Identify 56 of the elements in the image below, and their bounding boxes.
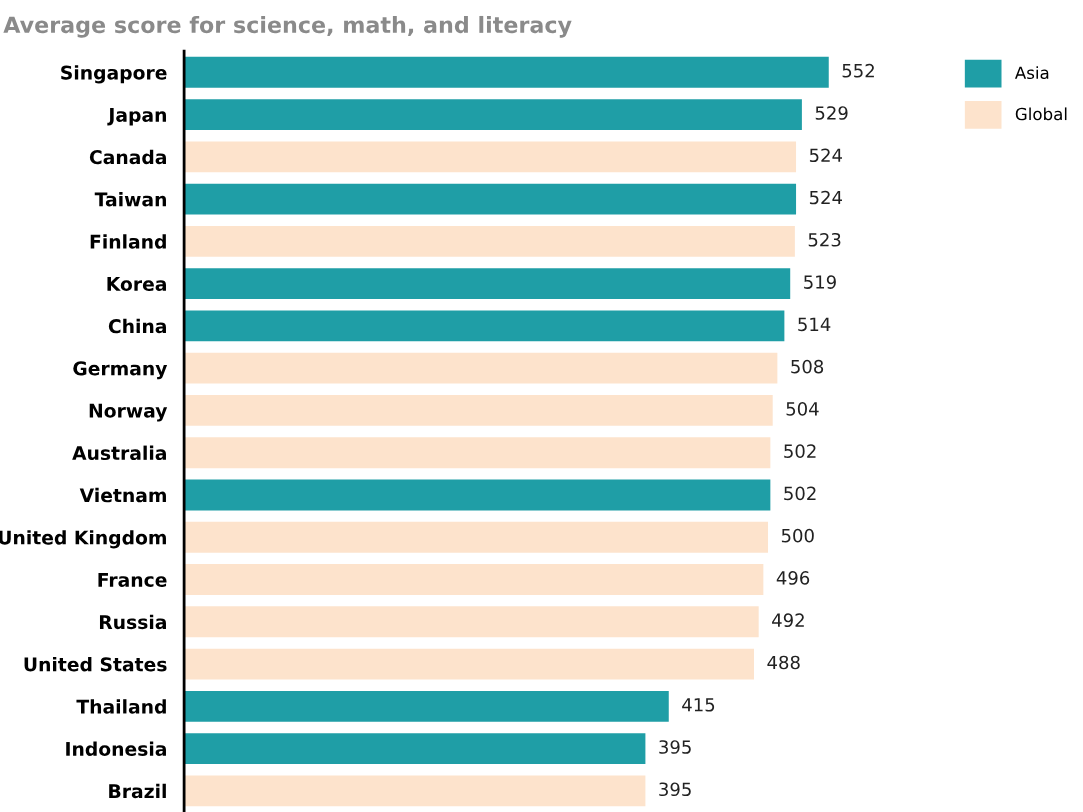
y-tick-label: Russia [99, 614, 166, 630]
data-label: 395 [659, 740, 691, 754]
data-label: 519 [804, 275, 836, 289]
data-label: 524 [809, 148, 842, 163]
y-tick-label: Singapore [61, 65, 167, 84]
legend-label: Asia [1014, 66, 1049, 80]
bar [184, 310, 785, 342]
bar [184, 690, 669, 722]
y-tick-label: Japan [107, 108, 166, 126]
data-label: 523 [808, 232, 841, 247]
bar [184, 521, 769, 553]
y-tick-label: Brazil [109, 783, 166, 799]
y-tick-label: Thailand [76, 699, 166, 714]
data-label: 514 [798, 317, 831, 332]
chart-title: Average score for science, math, and literacy [3, 15, 572, 38]
legend-label: Global [1015, 107, 1067, 121]
data-label: 395 [659, 782, 691, 797]
bar [184, 564, 764, 595]
bar [184, 775, 646, 807]
data-label: 552 [842, 63, 874, 78]
y-tick-label: Norway [89, 403, 168, 422]
y-tick-label: Korea [107, 277, 166, 292]
bar [184, 437, 771, 469]
bar [184, 479, 771, 511]
data-label: 500 [781, 528, 814, 543]
bar [184, 648, 755, 680]
data-label: 502 [784, 444, 816, 458]
data-label: 488 [767, 655, 800, 670]
bar [184, 99, 802, 130]
data-label: 496 [776, 571, 810, 585]
bar [184, 56, 829, 88]
data-label: 524 [809, 190, 842, 205]
bar [184, 225, 795, 257]
data-label: 504 [786, 402, 819, 416]
bar [184, 395, 773, 426]
y-tick-label: Australia [72, 445, 166, 461]
bar [184, 268, 791, 300]
bar [184, 183, 797, 215]
bar [184, 352, 778, 384]
y-tick-label: Vietnam [79, 487, 166, 503]
y-tick-label: United States [24, 656, 167, 672]
data-label: 492 [772, 613, 804, 628]
y-tick-label: Indonesia [66, 741, 166, 756]
data-label: 529 [815, 106, 848, 120]
y-tick-label: Taiwan [94, 191, 166, 207]
bar [184, 606, 759, 638]
data-label: 415 [682, 698, 715, 712]
data-label: 502 [784, 486, 816, 501]
y-tick-label: Finland [90, 234, 166, 249]
y-tick-label: Germany [73, 361, 168, 380]
y-tick-label: France [98, 572, 167, 587]
bar [184, 733, 646, 765]
y-tick-label: Canada [89, 149, 166, 165]
y-tick-label: China [108, 318, 166, 334]
data-label: 508 [791, 359, 824, 374]
bar [184, 141, 797, 173]
